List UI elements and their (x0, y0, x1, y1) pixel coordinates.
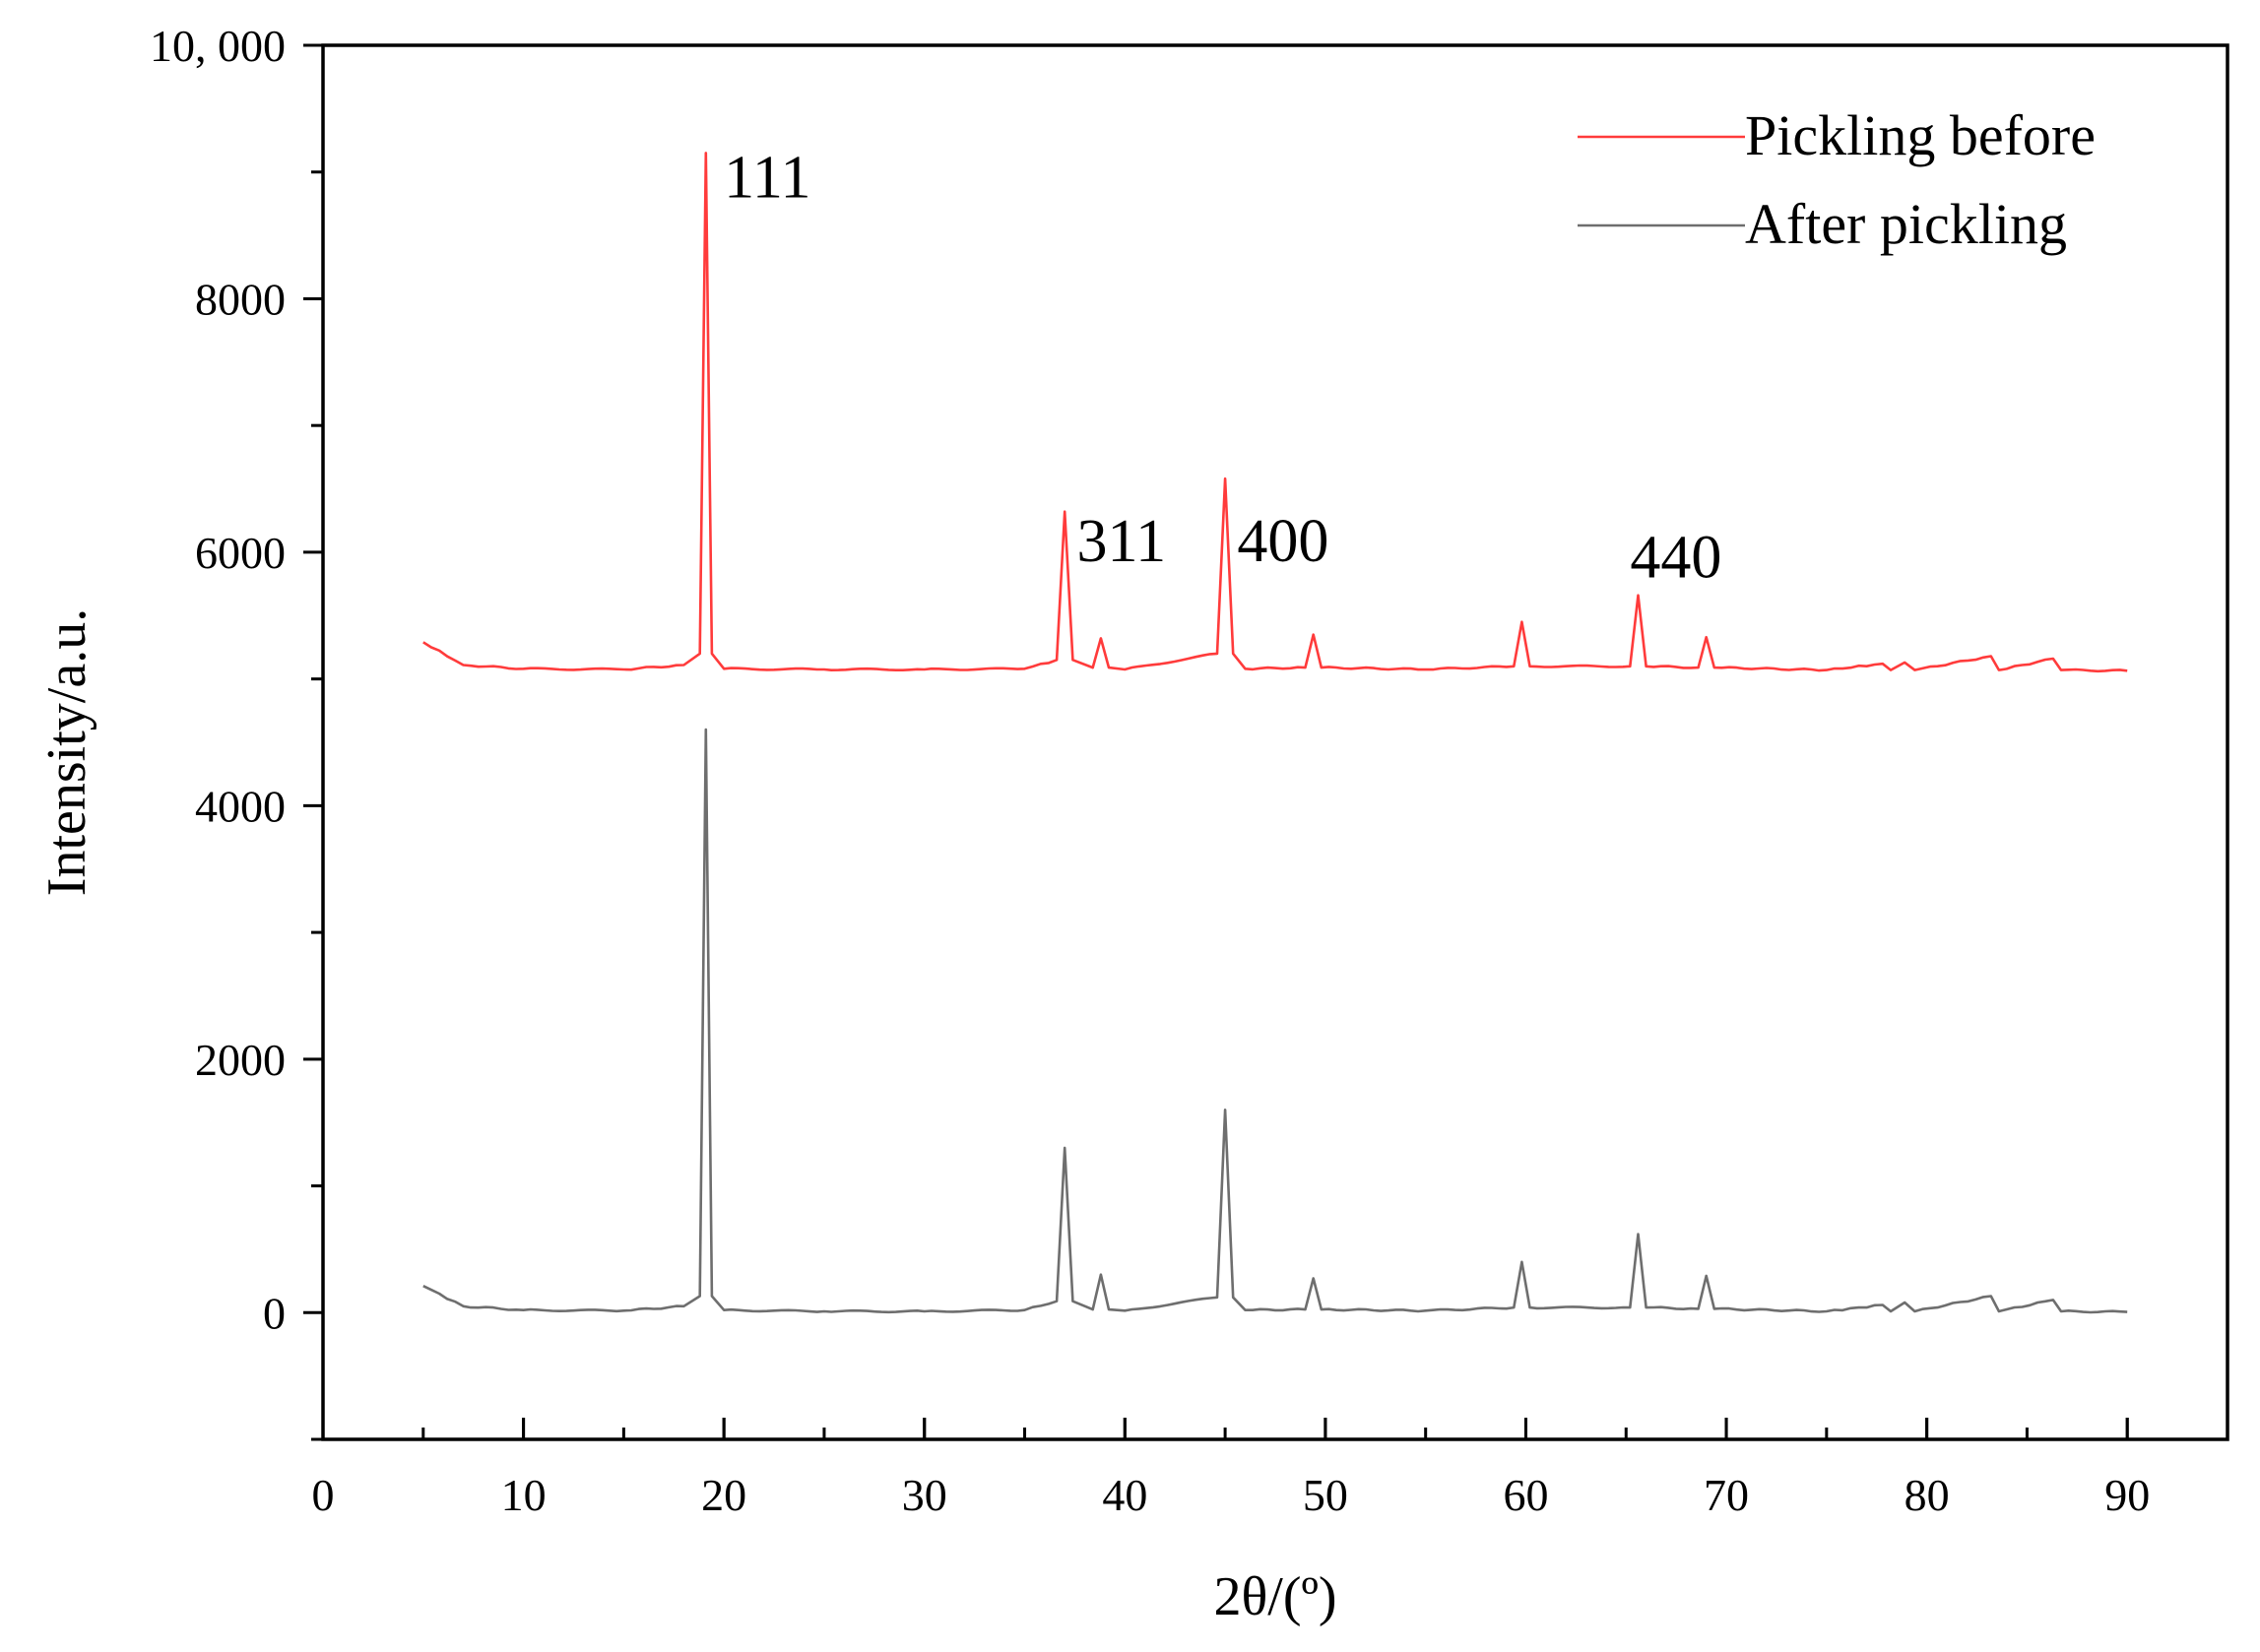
x-axis: 0 10 20 30 40 50 60 70 80 90 (312, 1418, 2229, 1520)
y-tick-label: 10, 000 (150, 21, 286, 71)
legend-label-2: After pickling (1745, 192, 2067, 256)
legend: Pickling before After pickling (1578, 103, 2096, 256)
y-tick-label: 2000 (195, 1035, 286, 1085)
y-tick-label: 4000 (195, 781, 286, 831)
plot-frame (321, 43, 2229, 1441)
x-tick-label: 70 (1704, 1470, 1749, 1520)
peak-label: 400 (1237, 508, 1328, 575)
x-tick-label: 30 (902, 1470, 947, 1520)
x-tick-label: 50 (1303, 1470, 1348, 1520)
peak-label: 311 (1076, 508, 1166, 575)
x-tick-label: 10 (501, 1470, 547, 1520)
x-tick-label: 0 (312, 1470, 335, 1520)
peak-label: 440 (1630, 525, 1721, 592)
x-tick-label: 80 (1905, 1470, 1950, 1520)
legend-label-1: Pickling before (1745, 103, 2096, 167)
y-tick-label: 8000 (195, 274, 286, 324)
series-layer (422, 152, 2128, 1314)
y-tick-label: 6000 (195, 528, 286, 578)
x-tick-label: 60 (1503, 1470, 1548, 1520)
peak-label: 111 (724, 144, 810, 211)
y-tick-label: 0 (263, 1288, 286, 1338)
x-tick-label: 90 (2104, 1470, 2150, 1520)
x-axis-title: 2θ/(º) (1213, 1566, 1336, 1627)
y-axis: 0 2000 4000 6000 8000 10, 000 (150, 21, 323, 1441)
series-line-2 (422, 728, 2128, 1314)
peak-annotations: 111 311 400 440 (724, 144, 1721, 591)
x-tick-label: 20 (701, 1470, 746, 1520)
x-tick-label: 40 (1102, 1470, 1147, 1520)
series-line-1 (422, 152, 2128, 673)
y-axis-title: Intensity/a.u. (36, 608, 97, 896)
